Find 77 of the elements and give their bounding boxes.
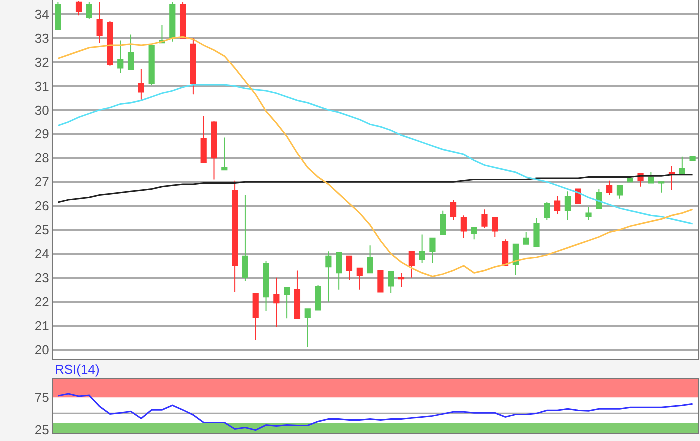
candlestick bbox=[263, 260, 270, 312]
candlestick bbox=[658, 182, 665, 194]
y-tick-label: 30 bbox=[34, 102, 50, 118]
candlestick bbox=[523, 232, 530, 245]
candlestick bbox=[148, 45, 155, 86]
y-tick-label: 29 bbox=[34, 126, 50, 142]
candlestick bbox=[512, 244, 519, 276]
line-series bbox=[57, 36, 694, 278]
candlestick bbox=[388, 271, 394, 294]
candlestick bbox=[627, 178, 634, 183]
candlestick bbox=[544, 202, 550, 221]
candlestick bbox=[96, 2, 103, 44]
candlestick bbox=[606, 180, 613, 196]
y-tick-label: 25 bbox=[34, 422, 50, 438]
y-tick-label: 34 bbox=[34, 6, 50, 22]
y-tick-label: 23 bbox=[34, 270, 50, 286]
candlestick bbox=[554, 196, 561, 215]
candlestick bbox=[430, 238, 436, 264]
candlestick bbox=[190, 38, 196, 96]
y-tick-label: 31 bbox=[34, 78, 50, 94]
line-series bbox=[57, 393, 694, 432]
candlestick bbox=[460, 215, 467, 239]
candlestick bbox=[356, 268, 363, 290]
candlestick bbox=[690, 156, 696, 162]
candlestick bbox=[440, 210, 446, 236]
candlestick bbox=[55, 2, 62, 30]
y-tick-label: 25 bbox=[34, 222, 50, 238]
y-tick-label: 75 bbox=[34, 390, 50, 406]
candlestick bbox=[107, 21, 114, 66]
candlestick bbox=[408, 251, 415, 278]
line-series bbox=[57, 84, 694, 225]
candlestick bbox=[222, 137, 228, 171]
y-tick-label: 28 bbox=[34, 150, 50, 166]
series-label: RSI(14) bbox=[55, 362, 100, 377]
y-tick-label: 33 bbox=[34, 30, 50, 46]
y-tick-label: 21 bbox=[34, 318, 50, 334]
candlestick bbox=[252, 293, 259, 341]
candlestick bbox=[419, 234, 426, 264]
y-tick-label: 20 bbox=[34, 342, 50, 358]
candlestick bbox=[76, 0, 82, 16]
candlestick bbox=[534, 218, 540, 248]
line-series bbox=[57, 174, 694, 204]
candlestick bbox=[118, 40, 124, 74]
candlestick bbox=[170, 2, 176, 42]
candlestick bbox=[326, 251, 332, 302]
candlestick bbox=[86, 2, 92, 20]
y-tick-label: 22 bbox=[34, 294, 50, 310]
candlestick bbox=[211, 120, 218, 180]
candlestick bbox=[128, 34, 134, 70]
candlestick bbox=[482, 209, 488, 229]
candlestick bbox=[398, 272, 405, 288]
candlestick bbox=[564, 191, 572, 221]
candlestick bbox=[367, 245, 374, 274]
candlestick bbox=[315, 284, 322, 311]
candlestick bbox=[586, 206, 592, 221]
candlestick bbox=[450, 200, 457, 221]
candlestick bbox=[200, 116, 207, 164]
candlestick bbox=[616, 185, 624, 200]
y-tick-label: 27 bbox=[34, 174, 50, 190]
candlestick bbox=[648, 172, 654, 184]
candlestick bbox=[502, 239, 509, 266]
candlestick bbox=[232, 180, 238, 293]
candlestick bbox=[294, 270, 301, 320]
y-tick-label: 24 bbox=[34, 246, 50, 262]
candlestick bbox=[378, 270, 384, 293]
candlestick bbox=[284, 287, 290, 320]
candlestick bbox=[346, 256, 353, 281]
candlestick bbox=[274, 277, 280, 328]
candlestick bbox=[492, 218, 498, 238]
candlestick bbox=[180, 2, 186, 39]
y-tick-label: 26 bbox=[34, 198, 50, 214]
candlestick bbox=[304, 308, 311, 348]
candlestick bbox=[336, 252, 342, 290]
y-tick-label: 32 bbox=[34, 54, 50, 70]
candlestick bbox=[242, 194, 249, 282]
candlestick bbox=[471, 227, 478, 240]
candlestick bbox=[138, 68, 144, 102]
